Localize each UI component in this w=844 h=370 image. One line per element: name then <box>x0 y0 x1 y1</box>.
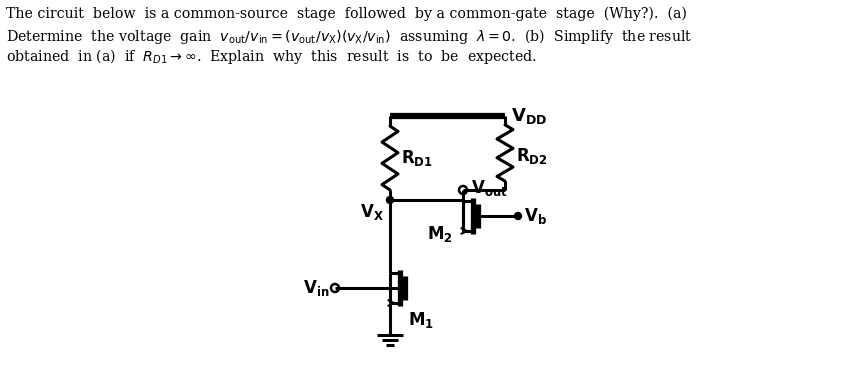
Text: Determine  the voltage  gain  $v_{\mathrm{out}}/v_{\mathrm{in}} = (v_{\mathrm{ou: Determine the voltage gain $v_{\mathrm{o… <box>6 27 692 46</box>
Text: $\mathbf{M_1}$: $\mathbf{M_1}$ <box>408 310 434 330</box>
Text: $\mathbf{V_{out}}$: $\mathbf{V_{out}}$ <box>471 178 507 198</box>
Text: $\mathbf{V_{in}}$: $\mathbf{V_{in}}$ <box>303 278 329 298</box>
Text: obtained  in (a)  if  $R_{D1} \rightarrow \infty$.  Explain  why  this  result  : obtained in (a) if $R_{D1} \rightarrow \… <box>6 47 537 66</box>
Circle shape <box>515 212 522 219</box>
Text: $\mathbf{V_{DD}}$: $\mathbf{V_{DD}}$ <box>511 106 547 126</box>
Text: $\mathbf{V_X}$: $\mathbf{V_X}$ <box>360 202 384 222</box>
Text: The circuit  below  is a common-source  stage  followed  by a common-gate  stage: The circuit below is a common-source sta… <box>6 7 687 21</box>
Circle shape <box>387 196 393 204</box>
Text: $\mathbf{V_b}$: $\mathbf{V_b}$ <box>524 206 547 226</box>
Text: $\mathbf{R_{D2}}$: $\mathbf{R_{D2}}$ <box>516 146 548 166</box>
Text: $\mathbf{M_2}$: $\mathbf{M_2}$ <box>427 224 453 244</box>
Text: $\mathbf{R_{D1}}$: $\mathbf{R_{D1}}$ <box>401 148 433 168</box>
